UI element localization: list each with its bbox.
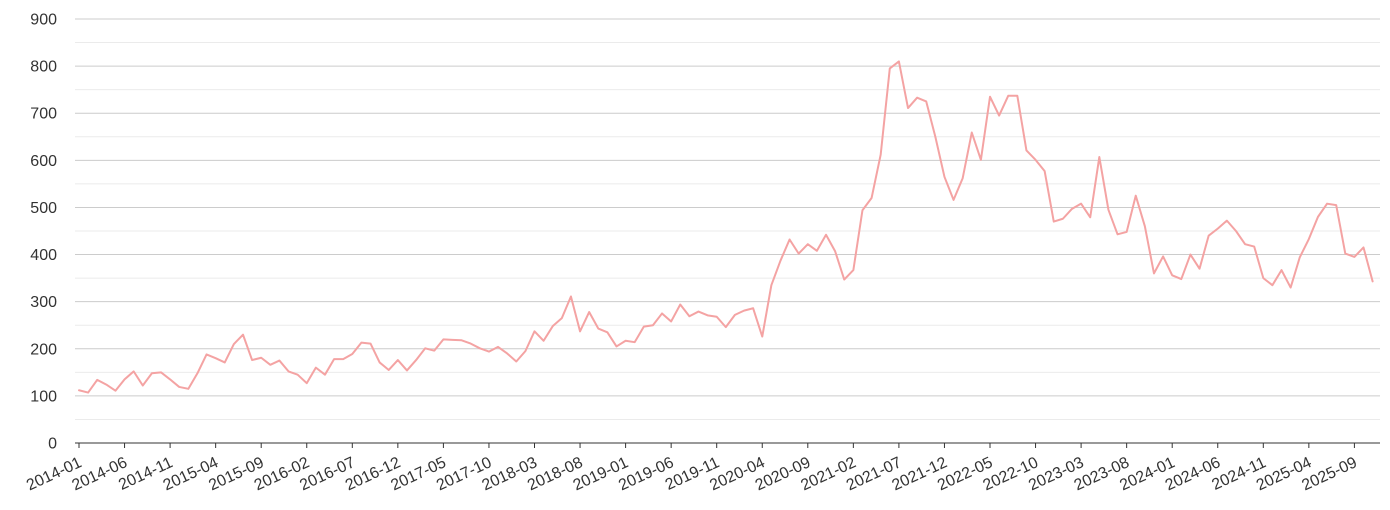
y-tick-label: 200 [30, 341, 57, 358]
y-tick-label: 300 [30, 294, 57, 311]
y-tick-label: 600 [30, 153, 57, 170]
x-axis: 2014-012014-062014-112015-042015-092016-… [24, 442, 1380, 494]
series-group [78, 60, 1374, 394]
y-tick-label: 800 [30, 59, 57, 76]
y-axis: 0 100 200 300 400 500 600 700 800 900 [30, 12, 57, 453]
series-line [78, 60, 1374, 394]
y-tick-label: 0 [48, 436, 57, 453]
y-tick-label: 100 [30, 388, 57, 405]
y-tick-label: 500 [30, 200, 57, 217]
y-tick-label: 400 [30, 247, 57, 264]
y-tick-label: 900 [30, 12, 57, 29]
y-tick-label: 700 [30, 106, 57, 123]
grid-lines [75, 18, 1380, 420]
